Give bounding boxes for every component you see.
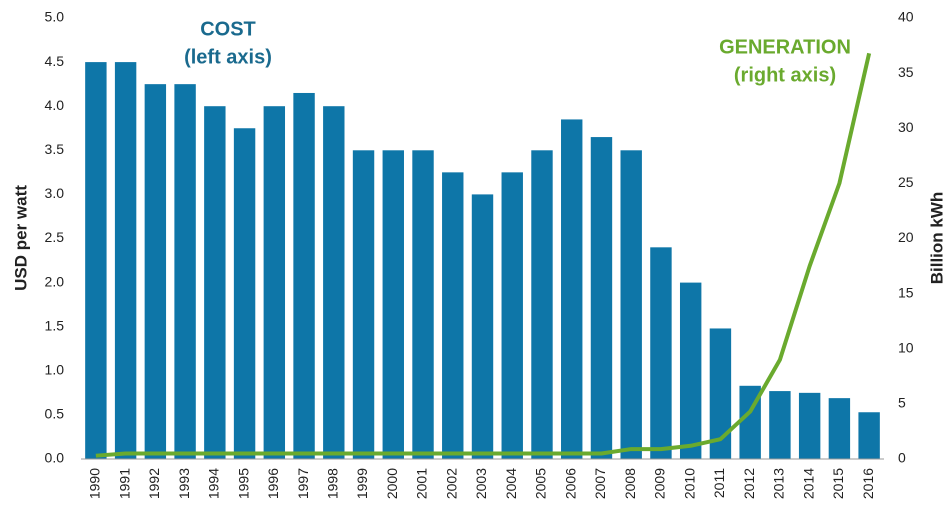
x-tick-label: 1998 [324, 468, 340, 499]
y2-tick-label: 10 [898, 339, 914, 355]
x-tick-label: 2000 [384, 468, 400, 499]
bar [590, 137, 613, 459]
x-tick-label: 2005 [533, 468, 549, 499]
bar [352, 150, 375, 460]
y2-tick-label: 0 [898, 450, 906, 466]
bar [531, 150, 553, 460]
bar [858, 412, 880, 459]
bar [85, 62, 107, 459]
y-tick-label: 4.0 [45, 97, 65, 113]
x-tick-label: 2016 [860, 468, 876, 499]
bar [769, 391, 791, 459]
x-tick-label: 2004 [503, 468, 519, 499]
x-tick-label: 1999 [354, 468, 370, 499]
x-tick-label: 1993 [176, 468, 192, 499]
y-tick-label: 4.5 [45, 53, 65, 69]
y-tick-label: 0.5 [45, 406, 65, 422]
bar [561, 119, 583, 460]
y2-tick-label: 35 [898, 64, 914, 80]
y2-tick-label: 25 [898, 174, 914, 190]
bar [412, 150, 434, 460]
y-tick-label: 3.5 [45, 141, 65, 157]
x-tick-label: 1996 [265, 468, 281, 499]
y-tick-label: 2.5 [45, 229, 65, 245]
x-tick-label: 1992 [146, 468, 162, 499]
annotation: COST [200, 18, 256, 40]
x-tick-label: 2015 [830, 468, 846, 499]
x-tick-label: 2014 [800, 468, 816, 499]
bar [620, 150, 642, 460]
bar [471, 194, 494, 459]
x-tick-label: 2002 [443, 468, 459, 499]
x-tick-label: 2003 [473, 468, 489, 499]
x-tick-label: 2009 [652, 468, 668, 499]
bar [382, 150, 404, 460]
x-tick-label: 2006 [562, 468, 578, 499]
x-tick-label: 2007 [592, 468, 608, 499]
bar [293, 92, 315, 459]
bar [233, 128, 256, 459]
bar [501, 172, 523, 459]
x-tick-label: 1995 [235, 468, 251, 499]
x-tick-label: 1994 [206, 468, 222, 499]
bar [263, 106, 286, 459]
x-tick-label: 2008 [622, 468, 638, 499]
annotation: GENERATION [719, 36, 851, 58]
y-tick-label: 5.0 [45, 9, 65, 25]
annotation: (right axis) [734, 64, 836, 86]
bar [323, 106, 345, 459]
bar [204, 106, 226, 459]
x-tick-label: 1991 [116, 468, 132, 499]
bar [679, 282, 702, 459]
y-tick-label: 3.0 [45, 185, 65, 201]
x-tick-label: 2012 [741, 468, 757, 499]
bar [650, 247, 672, 459]
x-tick-label: 2001 [414, 468, 430, 499]
y2-tick-label: 30 [898, 119, 914, 135]
bar [442, 172, 464, 459]
x-tick-label: 2010 [681, 468, 697, 499]
annotation: (left axis) [184, 46, 272, 68]
bar [174, 84, 196, 460]
x-tick-label: 2013 [771, 468, 787, 499]
line [95, 52, 872, 458]
y-tick-label: 2.0 [45, 273, 65, 289]
y2-tick-label: 15 [898, 284, 914, 300]
y2-tick-label: 40 [898, 9, 914, 25]
y-tick-label: 1.5 [45, 317, 65, 333]
y-tick-label: 0.0 [45, 450, 65, 466]
y-axis-title: USD per watt [11, 185, 30, 291]
y2-tick-label: 5 [898, 395, 906, 411]
x-tick-label: 2011 [711, 468, 727, 498]
y2-axis-title: Billion kWh [927, 192, 946, 285]
y-tick-label: 1.0 [45, 362, 65, 378]
bar [114, 62, 137, 459]
bar [144, 84, 167, 460]
bar [828, 398, 851, 459]
bar [798, 392, 821, 459]
y2-tick-label: 20 [898, 229, 914, 245]
x-tick-label: 1990 [87, 468, 103, 499]
bar [709, 328, 732, 459]
x-tick-label: 1997 [295, 468, 311, 499]
